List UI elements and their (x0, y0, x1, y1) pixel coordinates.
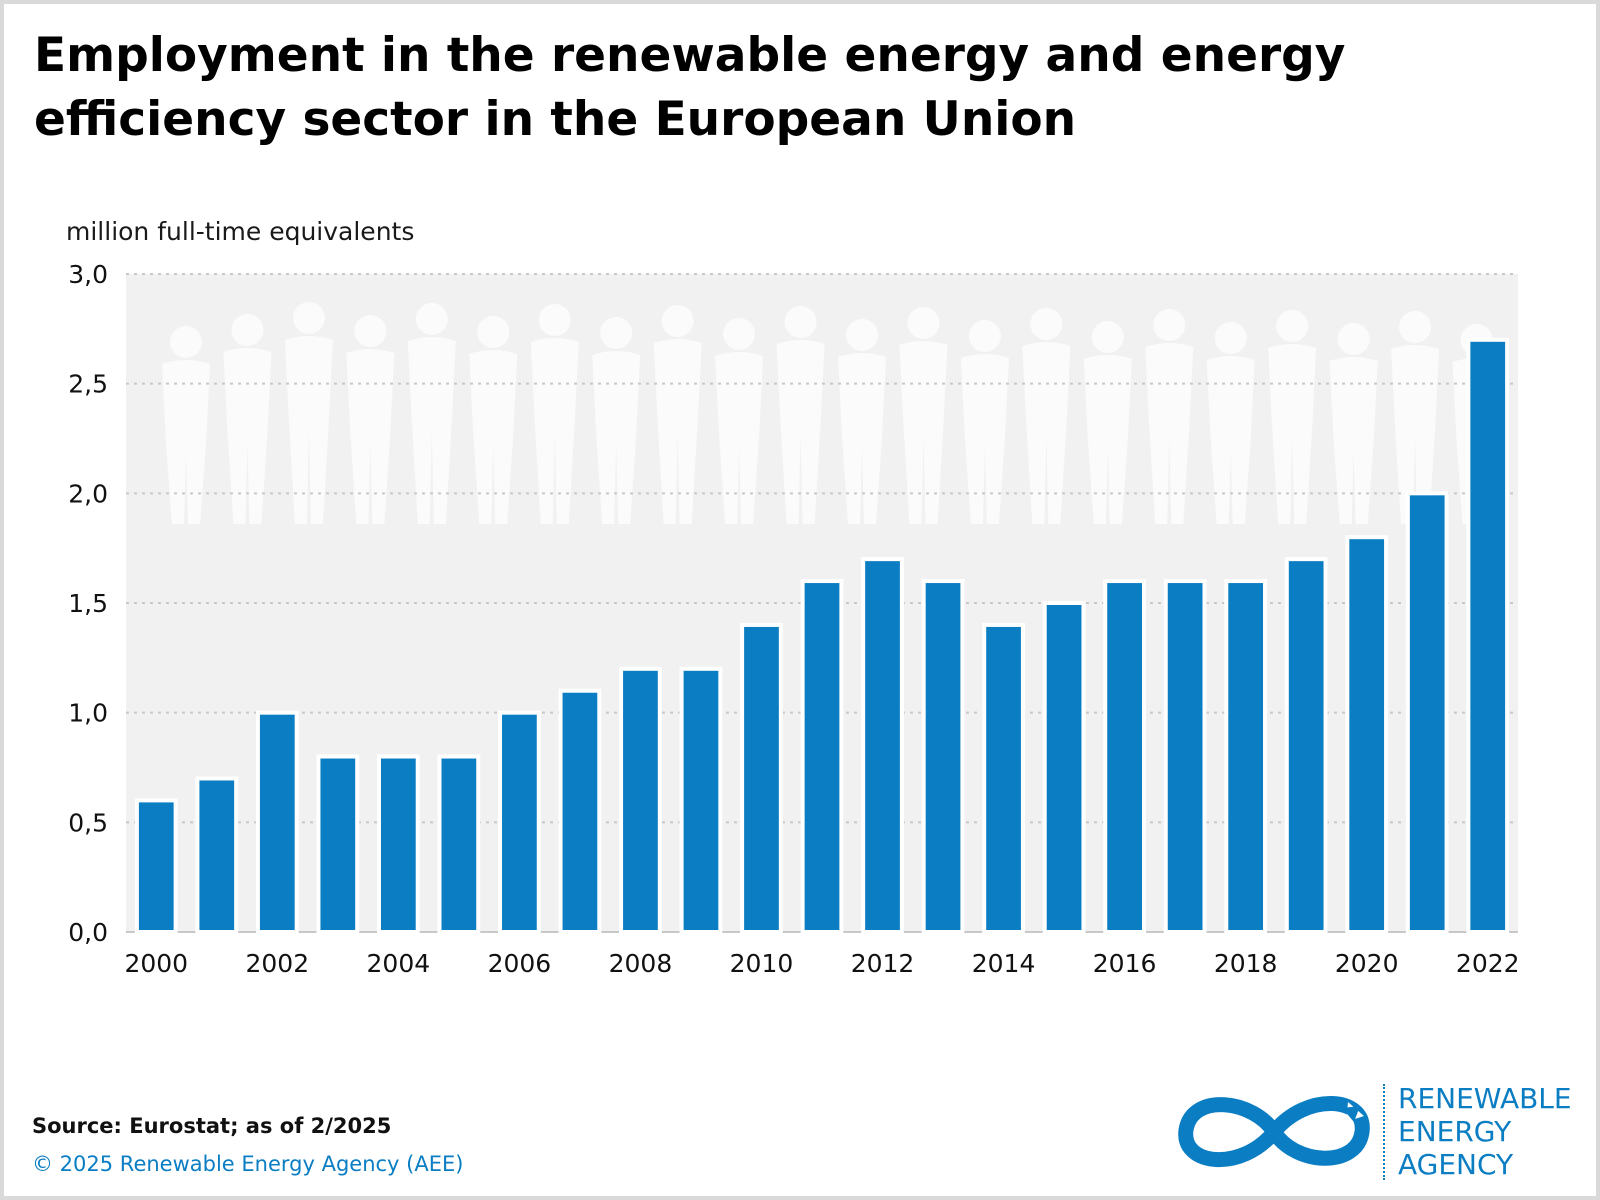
bar-2013 (921, 579, 965, 934)
bar-2009 (679, 666, 723, 934)
y-axis-ticks: 0,0 0,5 1,0 1,5 2,0 2,5 3,0 (68, 260, 108, 947)
y-tick-label: 2,5 (68, 370, 108, 399)
bar-2020 (1345, 535, 1389, 934)
bar-2010 (740, 622, 783, 935)
person-silhouette (1022, 308, 1071, 524)
person-silhouette (960, 320, 1009, 524)
bar-2005 (437, 754, 481, 934)
bar-2000 (134, 798, 178, 935)
chart-title: Employment in the renewable energy and e… (34, 28, 1346, 147)
x-tick-label: 2018 (1214, 949, 1278, 978)
bar-chart: 0,00,51,01,52,02,53,0 2000 2002 2004 2006 20… (68, 260, 1519, 978)
bar-2015 (1042, 601, 1086, 934)
bar-2016 (1103, 579, 1146, 934)
logo-line-3: AGENCY (1398, 1148, 1514, 1181)
x-tick-label: 2004 (367, 949, 431, 978)
y-tick-label: 0,5 (68, 808, 108, 837)
y-axis-unit-label: million full-time equivalents (66, 217, 415, 246)
y-tick-label: 3,0 (68, 260, 108, 289)
x-axis-ticks: 2000 2002 2004 2006 2008 2010 2012 2014 2016 2018… (124, 949, 1519, 978)
source-note: Source: Eurostat; as of 2/2025 (32, 1114, 392, 1138)
people-silhouettes-decoration (162, 302, 1501, 524)
bar-2008 (619, 666, 662, 934)
person-silhouette (592, 317, 641, 524)
bar-2012 (861, 557, 904, 935)
x-tick-label: 2016 (1093, 949, 1157, 978)
bar-2004 (376, 754, 420, 934)
bar-2018 (1224, 579, 1268, 934)
y-tick-label: 0,0 (68, 918, 108, 947)
x-tick-label: 2022 (1456, 949, 1520, 978)
logo-line-2: ENERGY (1398, 1115, 1512, 1148)
bar-2022 (1466, 337, 1510, 934)
bar-2014 (982, 622, 1025, 935)
person-silhouette (469, 316, 518, 524)
person-silhouette (653, 305, 702, 524)
x-tick-label: 2008 (609, 949, 673, 978)
person-silhouette (1391, 311, 1440, 524)
bars (134, 337, 1510, 935)
bar-2021 (1405, 491, 1449, 934)
person-silhouette (776, 306, 825, 524)
x-tick-label: 2006 (488, 949, 552, 978)
person-silhouette (1329, 323, 1378, 524)
bar-2006 (498, 710, 541, 935)
bar-2007 (558, 688, 602, 934)
x-tick-label: 2000 (124, 949, 188, 978)
person-silhouette (1145, 309, 1194, 524)
person-silhouette (407, 303, 456, 524)
person-silhouette (1268, 310, 1317, 524)
y-tick-label: 1,0 (68, 699, 108, 728)
bar-2001 (195, 776, 239, 935)
x-tick-label: 2002 (245, 949, 309, 978)
person-silhouette (223, 314, 272, 524)
x-tick-label: 2020 (1335, 949, 1399, 978)
y-tick-label: 1,5 (68, 589, 108, 618)
person-silhouette (899, 307, 948, 524)
x-tick-label: 2014 (972, 949, 1036, 978)
bar-2011 (800, 579, 844, 934)
copyright-note: © 2025 Renewable Energy Agency (AEE) (32, 1152, 464, 1176)
person-silhouette (838, 319, 886, 524)
person-silhouette (1206, 322, 1255, 524)
bar-2003 (316, 754, 360, 934)
logo-line-1: RENEWABLE (1398, 1082, 1572, 1115)
y-tick-label: 2,0 (68, 479, 108, 508)
infinity-logo-icon (1178, 1096, 1370, 1168)
logo-wordmark: RENEWABLE ENERGY AGENCY (1398, 1082, 1572, 1181)
x-tick-label: 2010 (730, 949, 794, 978)
x-tick-label: 2012 (851, 949, 915, 978)
bar-2019 (1284, 557, 1328, 935)
person-silhouette (346, 315, 395, 524)
person-silhouette (1083, 321, 1132, 524)
person-silhouette (162, 326, 210, 524)
bar-2017 (1163, 579, 1207, 934)
aee-logo: RENEWABLE ENERGY AGENCY (1172, 1082, 1592, 1182)
logo-divider (1383, 1084, 1385, 1180)
person-silhouette (715, 318, 764, 524)
bar-2002 (255, 710, 299, 935)
